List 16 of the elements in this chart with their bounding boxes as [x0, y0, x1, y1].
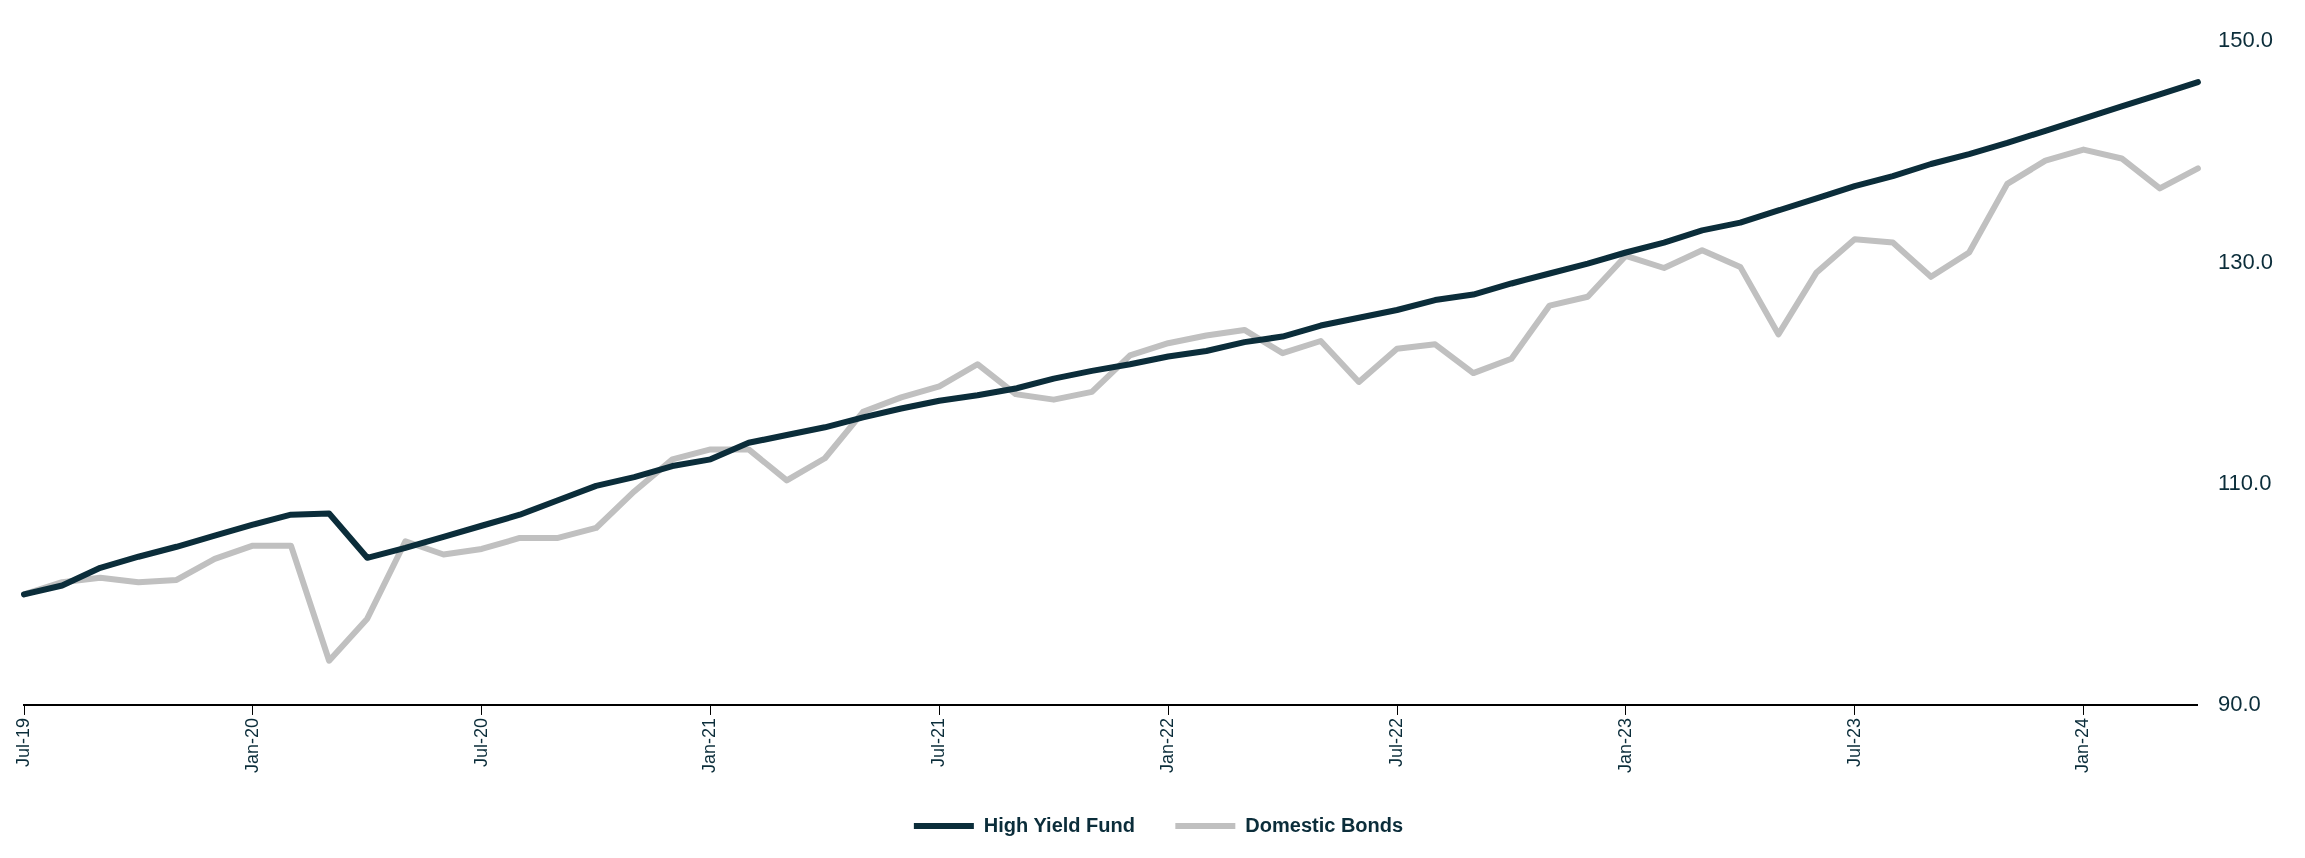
x-tick-label: Jul-19: [12, 717, 33, 767]
x-tick-label: Jul-23: [1843, 717, 1864, 767]
x-tick-label: Jan-22: [1157, 717, 1178, 774]
x-tick-label: Jan-20: [241, 717, 262, 774]
legend-label: Domestic Bonds: [1245, 813, 1404, 836]
x-tick-label: Jul-22: [1385, 717, 1406, 767]
y-tick-label: 130.0: [2217, 248, 2274, 274]
y-tick-label: 110.0: [2217, 469, 2272, 495]
x-tick-label: Jan-24: [2072, 717, 2093, 774]
x-tick-label: Jan-21: [699, 717, 720, 774]
x-tick-label: Jan-23: [1614, 717, 1635, 774]
y-tick-label: 150.0: [2217, 27, 2274, 53]
legend-label: High Yield Fund: [983, 813, 1135, 836]
x-tick-label: Jul-20: [470, 717, 491, 767]
y-tick-label: 90.0: [2217, 691, 2261, 717]
x-tick-label: Jul-21: [928, 717, 949, 767]
